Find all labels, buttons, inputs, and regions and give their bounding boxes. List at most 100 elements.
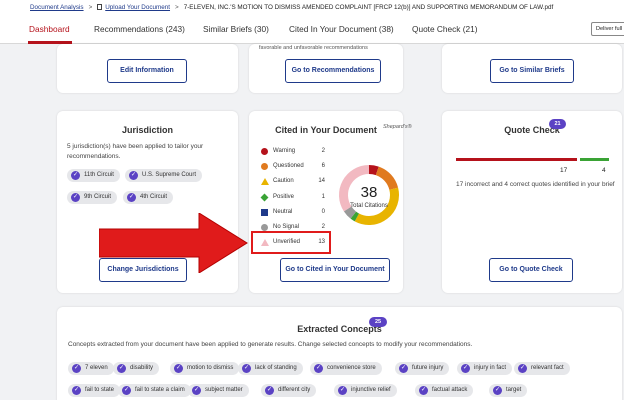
concept-chip[interactable]: ✓ lack of standing (238, 362, 303, 375)
tab-dashboard[interactable]: Dashboard (29, 24, 70, 34)
check-icon: ✓ (419, 386, 428, 395)
concept-chip[interactable]: ✓ different city (261, 384, 317, 397)
neutral-icon (261, 209, 268, 216)
donut-segment-unverified (339, 165, 369, 212)
correct-count: 4 (602, 167, 606, 174)
breadcrumb: Document Analysis > Upload Your Document >7… (0, 0, 624, 14)
questioned-icon (261, 163, 268, 170)
check-icon: ✓ (129, 171, 138, 180)
tab-similar-briefs[interactable]: Similar Briefs (30) (203, 24, 269, 34)
concept-chip-row: ✓ fail to state ✓ fail to state a claim ✓ sub… (68, 384, 618, 398)
tab-cited-in-your-document[interactable]: Cited In Your Document (38) (289, 24, 394, 34)
concept-chip[interactable]: ✓ target (489, 384, 528, 397)
quote-check-title: Quote Check (504, 125, 560, 135)
recommendations-card: favorable and unfavorable recommendation… (249, 44, 403, 93)
extracted-concepts-card: Extracted Concepts 25 Concepts extracted… (57, 307, 622, 400)
citation-row-warning[interactable]: Warning 2 (261, 147, 325, 158)
donut-segment-warning (369, 165, 379, 176)
caution-icon (261, 178, 269, 185)
pointer-arrow-icon (99, 213, 248, 273)
check-icon: ✓ (461, 364, 470, 373)
deliver-button[interactable]: Deliver full (591, 22, 624, 36)
check-icon: ✓ (71, 193, 80, 202)
unverified-icon (261, 239, 269, 246)
breadcrumb-upload[interactable]: Upload Your Document (105, 4, 171, 11)
check-icon: ✓ (493, 386, 502, 395)
go-to-cited-button[interactable]: Go to Cited in Your Document (280, 258, 390, 282)
concept-chip[interactable]: ✓ factual attack (415, 384, 474, 397)
tab-quote-check[interactable]: Quote Check (21) (412, 24, 478, 34)
quote-check-badge: 21 (549, 119, 566, 129)
check-icon: ✓ (127, 193, 136, 202)
cited-card: Cited in Your Document Shepard's® Warnin… (249, 111, 412, 293)
check-icon: ✓ (174, 364, 183, 373)
citation-row-positive[interactable]: Positive 1 (260, 193, 325, 204)
recommendations-description: favorable and unfavorable recommendation… (259, 45, 368, 51)
concept-chip[interactable]: ✓ 7 eleven (68, 362, 114, 375)
tab-recommendations[interactable]: Recommendations (243) (94, 24, 185, 34)
check-icon: ✓ (72, 364, 81, 373)
jurisdiction-chip[interactable]: ✓ 4th Circuit (123, 191, 174, 204)
concept-chip[interactable]: ✓ convenience store (310, 362, 382, 375)
quote-check-description: 17 incorrect and 4 correct quotes identi… (456, 181, 615, 188)
go-to-quote-check-button[interactable]: Go to Quote Check (489, 258, 573, 282)
check-icon: ✓ (265, 386, 274, 395)
jurisdiction-chip[interactable]: ✓ 11th Circuit (67, 169, 120, 182)
citation-row-questioned[interactable]: Questioned 6 (261, 162, 325, 173)
check-icon: ✓ (72, 386, 81, 395)
check-icon: ✓ (399, 364, 408, 373)
breadcrumb-current-document: 7-ELEVEN, INC.'S MOTION TO DISMISS AMEND… (183, 4, 554, 11)
quote-check-bar (456, 158, 609, 161)
extracted-concepts-description: Concepts extracted from your document ha… (68, 341, 473, 348)
citation-row-no-signal[interactable]: No Signal 2 (261, 223, 325, 234)
check-icon: ✓ (122, 386, 131, 395)
citation-row-caution[interactable]: Caution 14 (261, 177, 325, 188)
unverified-highlight-box (251, 231, 331, 254)
positive-icon (260, 193, 269, 202)
concept-chip[interactable]: ✓ fail to state (68, 384, 121, 397)
extracted-concepts-badge: 25 (369, 317, 387, 327)
check-icon: ✓ (192, 386, 201, 395)
correct-quotes-bar (580, 158, 609, 161)
incorrect-count: 17 (560, 167, 568, 174)
edit-information-button[interactable]: Edit Information (107, 59, 187, 83)
check-icon: ✓ (338, 386, 347, 395)
go-to-recommendations-button[interactable]: Go to Recommendations (285, 59, 381, 83)
jurisdiction-chip[interactable]: ✓ U.S. Supreme Court (125, 169, 203, 182)
concept-chip[interactable]: ✓ injunctive relief (334, 384, 397, 397)
concept-chip[interactable]: ✓ motion to dismiss (170, 362, 240, 375)
change-jurisdictions-button[interactable]: Change Jurisdictions (99, 258, 187, 282)
concept-chip[interactable]: ✓ future injury (395, 362, 450, 375)
incorrect-quotes-bar (456, 158, 577, 161)
citation-row-neutral[interactable]: Neutral 0 (261, 208, 325, 219)
warning-icon (261, 148, 268, 155)
concept-chip[interactable]: ✓ fail to state a claim (118, 384, 191, 397)
donut-segment-caution (354, 187, 399, 225)
concept-chip[interactable]: ✓ subject matter (188, 384, 249, 397)
check-icon: ✓ (71, 171, 80, 180)
no-signal-icon (261, 224, 268, 231)
extracted-concepts-title: Extracted Concepts (297, 324, 382, 334)
breadcrumb-separator: > (175, 4, 179, 11)
concept-chip[interactable]: ✓ relevant fact (514, 362, 570, 375)
citations-donut-chart: 38 Total Citations (339, 165, 399, 225)
jurisdiction-chip[interactable]: ✓ 9th Circuit (67, 191, 118, 204)
check-icon: ✓ (242, 364, 251, 373)
go-to-similar-briefs-button[interactable]: Go to Similar Briefs (490, 59, 574, 83)
concept-chip[interactable]: ✓ disability (113, 362, 160, 375)
document-icon (97, 4, 103, 10)
document-info-card: Edit Information (57, 44, 238, 93)
shepards-label: Shepard's® (383, 124, 412, 130)
citation-row-unverified[interactable]: Unverified 13 (261, 238, 325, 249)
check-icon: ✓ (314, 364, 323, 373)
similar-briefs-card: Go to Similar Briefs (442, 44, 622, 93)
check-icon: ✓ (518, 364, 527, 373)
concept-chip[interactable]: ✓ injury in fact (457, 362, 513, 375)
quote-check-card: Quote Check 21 17 4 17 incorrect and 4 c… (442, 111, 622, 293)
breadcrumb-document-analysis[interactable]: Document Analysis (30, 4, 84, 11)
donut-segment-questioned (375, 166, 399, 190)
total-citations-count: 38 (361, 184, 378, 201)
breadcrumb-separator: > (88, 4, 93, 11)
check-icon: ✓ (117, 364, 126, 373)
tab-bar: Dashboard Recommendations (243) Similar … (0, 14, 624, 44)
